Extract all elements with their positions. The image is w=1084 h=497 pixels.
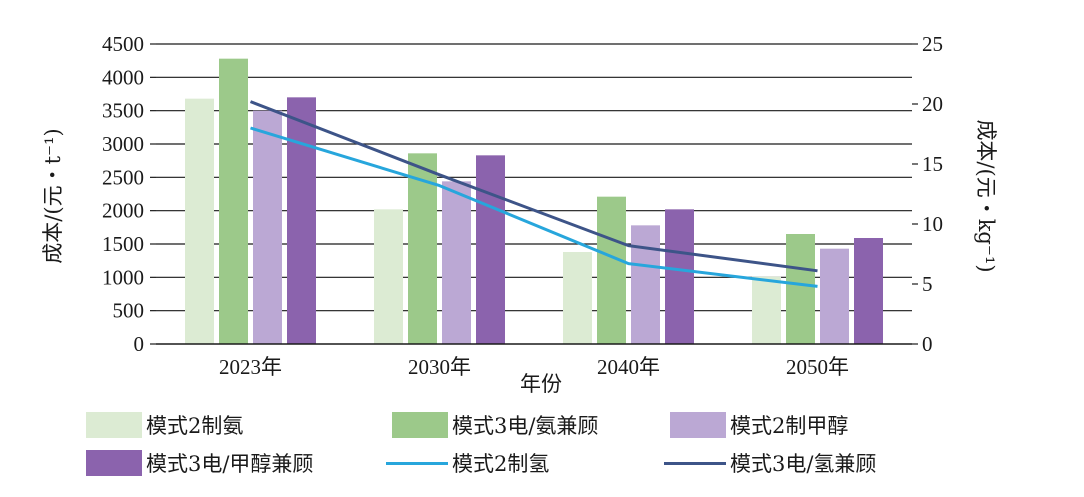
bar — [752, 276, 781, 344]
left-tick-labels: 0 500 1000 1500 2000 2500 3000 3500 4000 4500 — [102, 32, 144, 356]
legend-swatch-ammonia — [86, 412, 142, 438]
tick-label: 2500 — [102, 165, 144, 189]
legend: 模式2制氨 模式3电/氨兼顾 模式2制甲醇 模式3电/甲醇兼顾 模式2制氢 模式… — [80, 404, 980, 488]
tick-label: 10 — [922, 212, 943, 236]
tick-label: 3000 — [102, 132, 144, 156]
tick-label: 500 — [113, 299, 145, 323]
bar — [253, 110, 282, 345]
category-label: 2040年 — [597, 355, 660, 379]
legend-item-methanol: 模式2制甲醇 — [670, 408, 848, 442]
bar — [374, 209, 403, 344]
bar — [287, 97, 316, 344]
legend-label-ammonia: 模式2制氨 — [146, 414, 244, 438]
legend-swatch-power-ammonia — [392, 412, 448, 438]
tick-label: 3500 — [102, 99, 144, 123]
legend-label-hydrogen: 模式2制氢 — [452, 452, 550, 476]
bar — [665, 209, 694, 344]
bar — [820, 248, 849, 344]
bar — [854, 238, 883, 344]
tick-label: 1000 — [102, 265, 144, 289]
series-line — [250, 126, 818, 288]
bar — [476, 155, 505, 344]
legend-label-power-methanol: 模式3电/甲醇兼顾 — [146, 452, 314, 476]
legend-item-power-methanol: 模式3电/甲醇兼顾 — [86, 446, 313, 480]
x-axis-title: 年份 — [520, 372, 562, 396]
tick-label: 15 — [922, 152, 943, 176]
legend-label-power-ammonia: 模式3电/氨兼顾 — [452, 414, 599, 438]
axes — [150, 43, 918, 345]
legend-label-methanol: 模式2制甲醇 — [730, 414, 849, 438]
legend-item-power-ammonia: 模式3电/氨兼顾 — [392, 408, 598, 442]
series-line — [249, 100, 818, 273]
tick-label: 2000 — [102, 199, 144, 223]
cost-chart: 0 500 1000 1500 2000 2500 3000 3500 4000 4500 0 5 1… — [41, 32, 998, 396]
legend-item-hydrogen: 模式2制氢 — [386, 446, 549, 480]
legend-item-power-hydrogen: 模式3电/氢兼顾 — [664, 446, 876, 480]
tick-label: 1500 — [102, 232, 144, 256]
tick-label: 4000 — [102, 65, 144, 89]
tick-label: 0 — [922, 332, 933, 356]
legend-swatch-methanol — [670, 412, 726, 438]
lines — [249, 100, 818, 288]
tick-label: 4500 — [102, 32, 144, 56]
legend-swatch-hydrogen — [386, 461, 448, 465]
right-tick-labels: 0 5 10 15 20 25 — [922, 32, 943, 356]
bar — [786, 234, 815, 344]
category-labels: 2023年 2030年 2040年 2050年 — [219, 355, 849, 379]
legend-label-power-hydrogen: 模式3电/氢兼顾 — [730, 452, 877, 476]
category-label: 2023年 — [219, 355, 282, 379]
category-label: 2030年 — [408, 355, 471, 379]
category-label: 2050年 — [786, 355, 849, 379]
legend-swatch-power-methanol — [86, 450, 142, 476]
bar — [408, 153, 437, 344]
bar — [597, 196, 626, 344]
y-axis-title-left: 成本/(元・t⁻¹) — [41, 128, 65, 263]
tick-label: 5 — [922, 272, 933, 296]
bar — [631, 225, 660, 344]
legend-swatch-power-hydrogen — [664, 461, 726, 465]
tick-label: 25 — [922, 32, 943, 56]
y-axis-title-right: 成本/(元・kg⁻¹) — [974, 119, 998, 272]
bar — [185, 98, 214, 345]
tick-label: 0 — [134, 332, 145, 356]
bar — [442, 181, 471, 344]
legend-item-ammonia: 模式2制氨 — [86, 408, 243, 442]
bar — [219, 58, 248, 345]
bar — [563, 252, 592, 344]
bars — [185, 58, 883, 345]
tick-label: 20 — [922, 92, 943, 116]
